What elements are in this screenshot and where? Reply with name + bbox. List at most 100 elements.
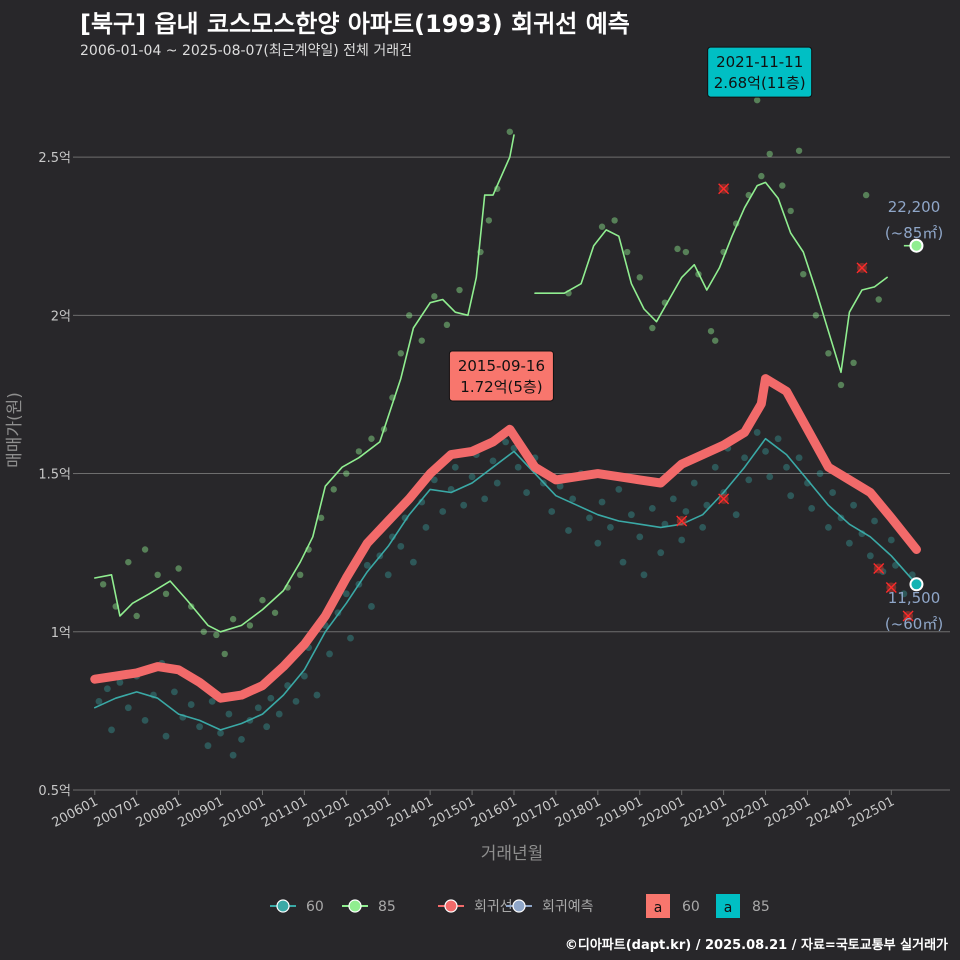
x-tick-label: 202001 (637, 794, 688, 831)
scatter-point-85 (397, 350, 405, 357)
scatter-point-85 (766, 150, 773, 158)
scatter-point-60 (615, 485, 623, 493)
scatter-point-60 (845, 539, 853, 547)
scatter-point-85 (175, 565, 182, 572)
scatter-point-60 (657, 549, 665, 557)
scatter-point-85 (623, 248, 631, 256)
legend-swatch (646, 894, 670, 918)
scatter-point-60 (514, 463, 522, 471)
legend-swatch-letter: a (724, 900, 733, 916)
x-tick-label: 201201 (301, 794, 352, 831)
series-line-60 (94, 437, 918, 731)
scatter-point-60 (900, 590, 908, 598)
y-tick-label: 0.5억 (38, 784, 71, 799)
legend-label: 60 (682, 899, 700, 915)
scatter-point-60 (510, 444, 518, 452)
scatter-point-60 (422, 523, 430, 531)
scatter-point-85 (133, 612, 140, 620)
scatter-point-60 (418, 498, 426, 506)
scatter-point-60 (569, 495, 577, 503)
scatter-point-60 (208, 697, 216, 705)
scatter-point-85 (779, 182, 786, 189)
scatter-point-60 (732, 511, 740, 519)
outlier-markers (676, 183, 914, 622)
scatter-point-85 (271, 609, 279, 616)
legend-item-3: 회귀선 (438, 899, 513, 915)
scatter-point-60 (342, 590, 350, 598)
scatter-point-60 (783, 463, 790, 471)
scatter-point-60 (204, 742, 212, 750)
scatter-point-85 (636, 274, 643, 281)
chart-subtitle: 2006-01-04 ~ 2025-08-07(최근계약일) 전체 거래건 (80, 43, 412, 59)
scatter-point-60 (699, 523, 707, 531)
x-tick-label: 200601 (50, 794, 101, 831)
y-axis-title: 매매가(원) (5, 392, 25, 468)
legend-swatch (716, 894, 740, 918)
series-lines (90, 134, 924, 731)
scatter-point-60 (171, 688, 178, 696)
circle-line-icon (444, 899, 458, 913)
scatter-point-60 (238, 735, 245, 743)
circle-line-icon (512, 899, 526, 913)
legend-label: 회귀선 (474, 899, 513, 915)
scatter-point-60 (493, 479, 501, 487)
scatter-point-85 (368, 435, 375, 442)
legend-label: 60 (306, 899, 324, 915)
scatter-point-60 (766, 473, 774, 481)
chart-title: [북구] 읍내 코스모스한양 아파트(1993) 회귀선 예측 (80, 10, 630, 38)
y-tick-label: 2억 (51, 309, 71, 324)
scatter-point-85 (456, 286, 463, 294)
scatter-point-60 (384, 571, 392, 579)
scatter-point-85 (213, 631, 220, 639)
scatter-point-60 (103, 685, 111, 693)
scatter-point-60 (795, 454, 803, 462)
scatter-point-60 (703, 501, 711, 509)
scatter-point-85 (825, 350, 832, 357)
scatter-point-85 (649, 324, 656, 332)
scatter-point-85 (405, 312, 413, 319)
scatter-point-60 (229, 751, 237, 759)
scatter-point-60 (825, 523, 832, 531)
outlier-x-mark (718, 493, 730, 505)
x-tick-label: 202501 (846, 794, 897, 831)
scatter-point-85 (598, 223, 606, 230)
annotation-date: 2021-11-11 (716, 53, 803, 71)
scatter-point-85 (800, 270, 807, 278)
scatter-point-85 (707, 327, 715, 335)
scatter-point-60 (451, 463, 459, 471)
end-label-60-area: (~60㎡) (885, 615, 943, 633)
regression-line (90, 374, 921, 703)
scatter-point-60 (95, 697, 103, 705)
scatter-point-85 (246, 622, 254, 629)
x-tick-label: 200901 (176, 794, 227, 831)
y-tick-label: 1.5억 (38, 468, 71, 483)
outlier-x-mark (902, 610, 914, 622)
scatter-point-85 (795, 147, 803, 154)
scatter-point-85 (317, 514, 325, 522)
scatter-point-60 (619, 558, 627, 566)
scatter-point-85 (611, 217, 618, 224)
scatter-point-85 (343, 470, 350, 477)
end-label-85-area: (~85㎡) (885, 224, 943, 242)
scatter-point-60 (108, 726, 115, 734)
legend-label: 회귀예측 (542, 899, 594, 915)
scatter-point-85 (162, 590, 170, 598)
scatter-point-60 (565, 527, 572, 534)
scatter-point-60 (648, 504, 656, 512)
annotation-date: 2015-09-16 (458, 357, 545, 375)
scatter-point-85 (418, 337, 425, 344)
scatter-point-60 (430, 476, 438, 484)
scatter-point-60 (753, 429, 761, 436)
scatter-point-60 (816, 470, 824, 477)
circle-line-icon (348, 899, 362, 913)
scatter-point-60 (292, 697, 300, 705)
scatter-point-60 (363, 561, 371, 569)
scatter-point-85 (812, 312, 820, 319)
series-line-85-b (534, 181, 888, 374)
outlier-x-mark (856, 262, 868, 274)
scatter-point-60 (489, 457, 497, 465)
legend-box-85: a 85 (716, 894, 770, 918)
scatter-point-60 (326, 650, 333, 658)
legend-item-4: 회귀예측 (506, 899, 594, 915)
end-marker-60 (909, 577, 924, 592)
